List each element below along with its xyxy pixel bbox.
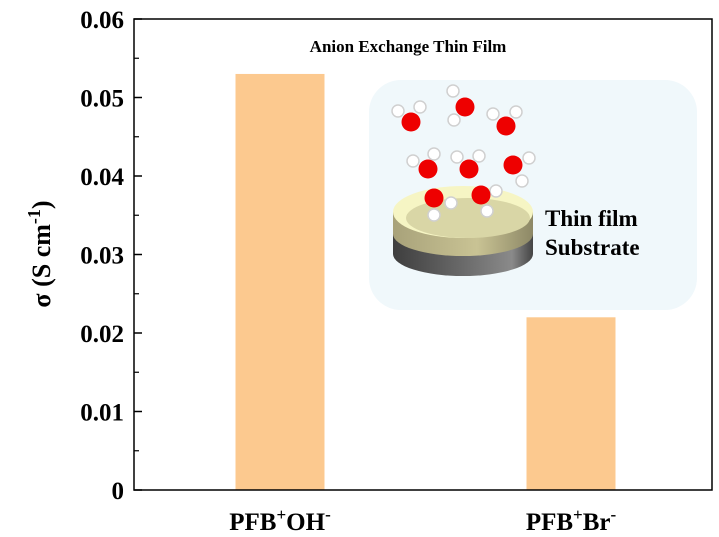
hydrogen-atom	[446, 84, 460, 98]
hydrogen-atom	[489, 184, 503, 198]
oxygen-atom	[418, 159, 438, 179]
water-molecule	[486, 105, 523, 136]
water-molecules	[391, 84, 536, 222]
y-axis: 0 0.01 0.02 0.03 0.04 0.05 0.06	[80, 7, 142, 505]
oxygen-atom	[424, 188, 444, 208]
y-tick-label: 0.01	[80, 400, 124, 427]
hydrogen-atom	[427, 147, 441, 161]
water-molecule	[406, 147, 441, 179]
hydrogen-atom	[509, 105, 523, 119]
hydrogen-atom	[486, 107, 500, 121]
y-tick-label: 0.05	[80, 86, 124, 113]
water-molecule	[471, 184, 503, 218]
oxygen-atom	[459, 159, 479, 179]
bar-1	[526, 317, 616, 490]
x-axis-labels: PFB+OH- PFB+Br-	[229, 505, 616, 536]
oxygen-atom	[496, 116, 516, 136]
hydrogen-atom	[413, 100, 427, 114]
x-tick-label: PFB+Br-	[526, 505, 617, 536]
oxygen-atom	[455, 97, 475, 117]
hydrogen-atom	[450, 150, 464, 164]
hydrogen-atom	[522, 151, 536, 165]
inset-label-film: Thin film	[545, 206, 638, 231]
bars	[235, 73, 616, 490]
water-molecule	[391, 100, 427, 132]
water-molecule	[424, 188, 458, 222]
bar-0	[235, 73, 325, 490]
oxygen-atom	[471, 185, 491, 205]
y-tick-label: 0.04	[80, 164, 124, 191]
hydrogen-atom	[515, 174, 529, 188]
y-tick-label: 0.03	[80, 243, 124, 270]
substrate-disk	[393, 186, 533, 276]
y-tick-label: 0	[112, 478, 125, 505]
inset-title: Anion Exchange Thin Film	[310, 37, 507, 56]
y-tick-label: 0.06	[80, 7, 124, 34]
water-molecule	[446, 84, 475, 127]
hydrogen-atom	[444, 196, 458, 210]
hydrogen-atom	[480, 204, 494, 218]
oxygen-atom	[401, 112, 421, 132]
hydrogen-atom	[447, 113, 461, 127]
hydrogen-atom	[472, 149, 486, 163]
hydrogen-atom	[391, 104, 405, 118]
x-tick-label: PFB+OH-	[229, 505, 331, 536]
y-axis-label: σ (S cm-1)	[24, 200, 56, 307]
inset-illustration: Thin film Substrate	[369, 80, 697, 310]
y-tick-label: 0.02	[80, 321, 124, 348]
water-molecule	[503, 151, 536, 188]
oxygen-atom	[503, 155, 523, 175]
hydrogen-atom	[427, 208, 441, 222]
hydrogen-atom	[406, 154, 420, 168]
inset-label-substrate: Substrate	[545, 235, 640, 260]
water-molecule	[450, 149, 486, 179]
